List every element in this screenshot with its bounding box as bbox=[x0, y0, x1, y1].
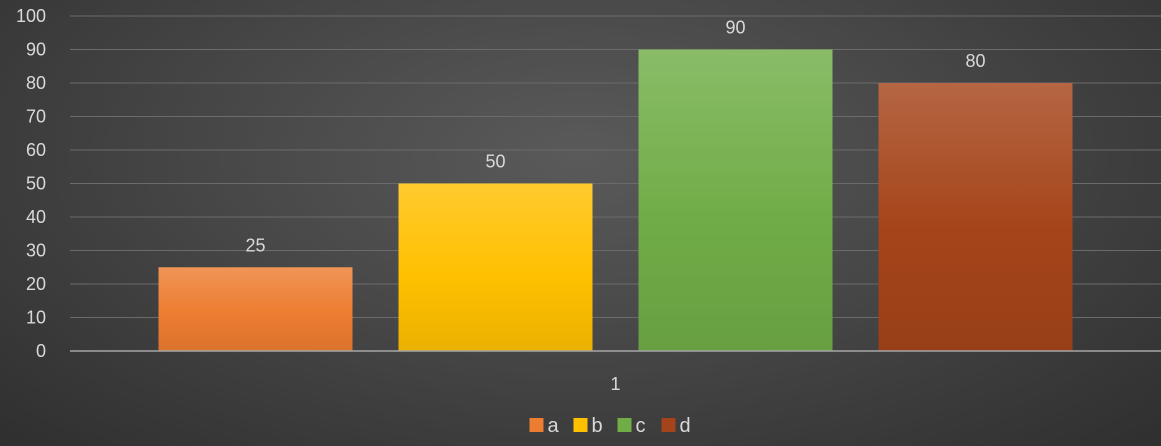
legend-swatch-b bbox=[573, 418, 588, 432]
bars bbox=[158, 49, 1073, 351]
legend-label-d: d bbox=[680, 415, 691, 437]
legend-label-c: c bbox=[636, 415, 646, 437]
x-tick-label-1: 1 bbox=[610, 374, 620, 394]
bar-a bbox=[158, 267, 353, 351]
bar-d bbox=[878, 83, 1073, 351]
y-tick-label-100: 100 bbox=[16, 6, 46, 26]
y-tick-label-60: 60 bbox=[26, 140, 46, 160]
y-tick-label-90: 90 bbox=[26, 40, 46, 60]
y-tick-label-40: 40 bbox=[26, 207, 46, 227]
y-axis: 0 10 20 30 40 50 60 70 80 90 100 bbox=[16, 6, 46, 361]
data-label-d: 80 bbox=[965, 51, 985, 71]
y-tick-label-0: 0 bbox=[36, 341, 46, 361]
legend-label-a: a bbox=[548, 415, 560, 437]
legend-swatch-a bbox=[529, 418, 544, 432]
data-label-b: 50 bbox=[485, 152, 505, 172]
y-tick-label-70: 70 bbox=[26, 107, 46, 127]
y-tick-label-10: 10 bbox=[26, 308, 46, 328]
legend-swatch-d bbox=[661, 418, 676, 432]
data-labels: 25 50 90 80 bbox=[245, 18, 985, 256]
y-tick-label-30: 30 bbox=[26, 241, 46, 261]
bar-c bbox=[638, 49, 833, 351]
legend-label-b: b bbox=[592, 415, 603, 437]
y-tick-label-80: 80 bbox=[26, 73, 46, 93]
legend-swatch-c bbox=[617, 418, 632, 432]
legend: a b c d bbox=[529, 415, 691, 437]
y-tick-label-20: 20 bbox=[26, 274, 46, 294]
y-tick-label-50: 50 bbox=[26, 174, 46, 194]
data-label-a: 25 bbox=[245, 235, 265, 255]
data-label-c: 90 bbox=[725, 18, 745, 38]
bar-b bbox=[398, 183, 593, 351]
